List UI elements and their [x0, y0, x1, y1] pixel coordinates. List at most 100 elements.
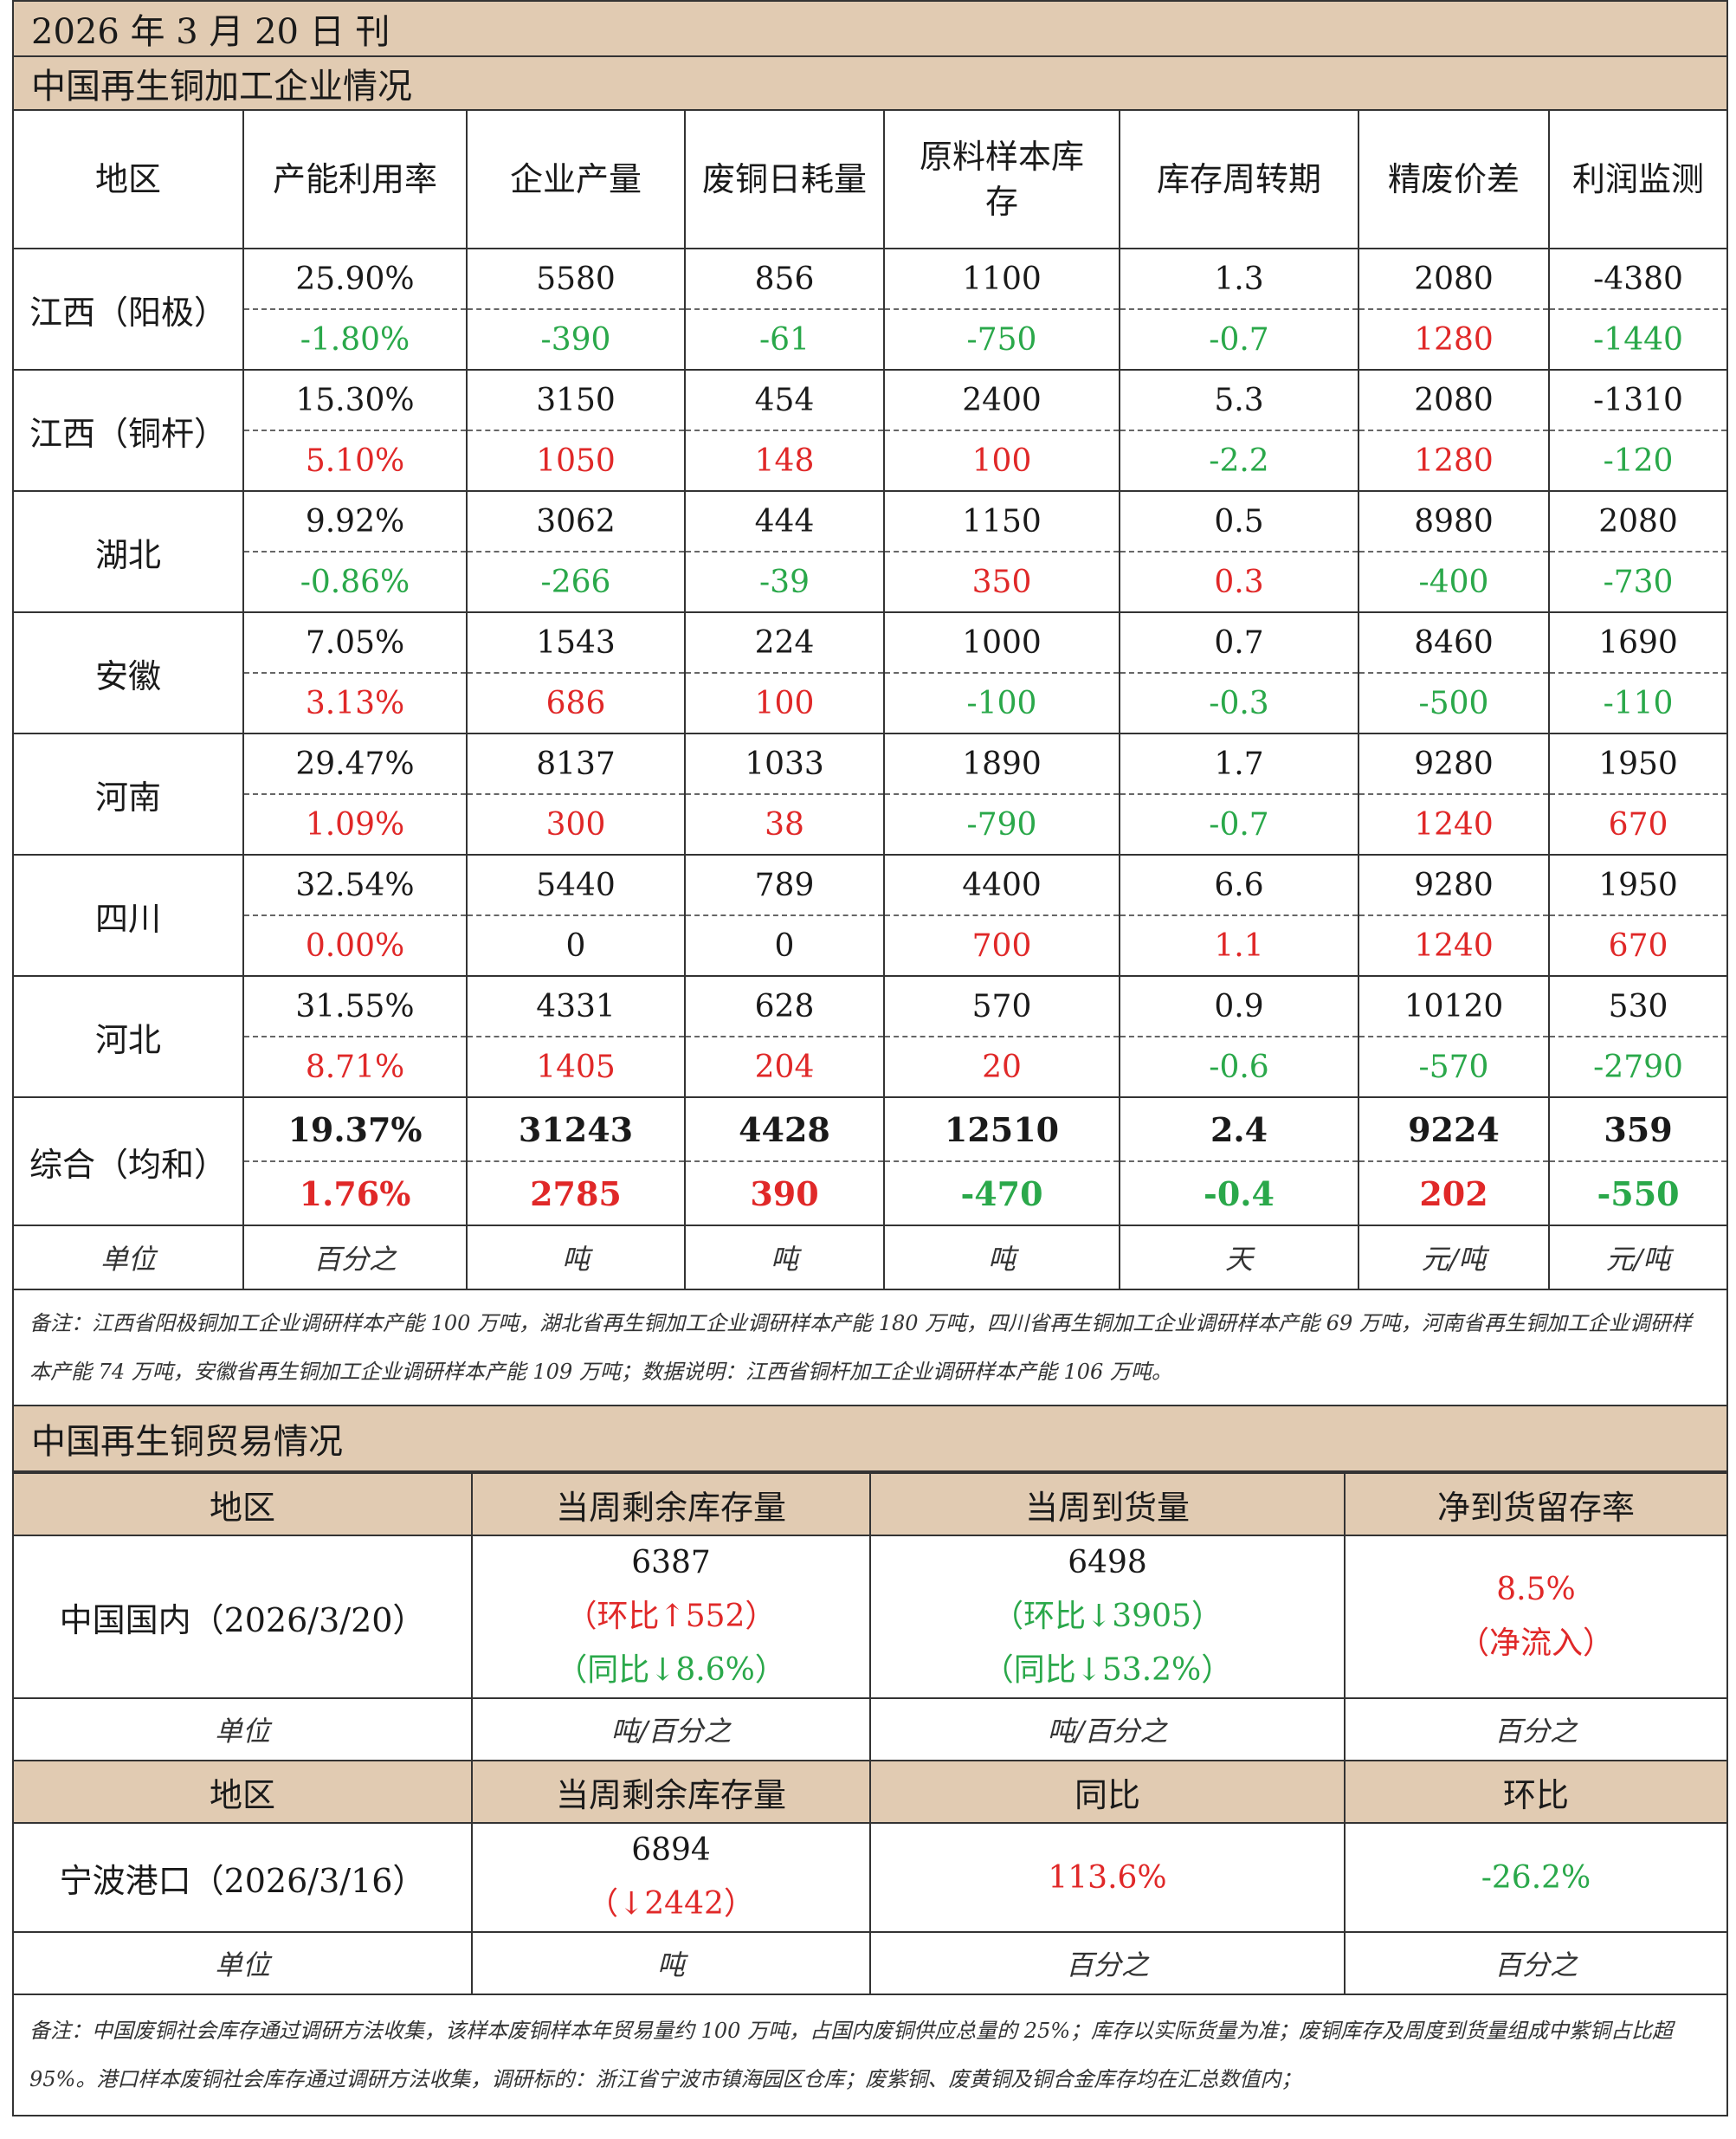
port-units-row: 单位 吨 百分之 百分之: [12, 1931, 1728, 1995]
table-header-row: 地区 产能利用率 企业产量 废铜日耗量 原料样本库存 库存周转期 精废价差 利润…: [12, 109, 1729, 249]
change-value: -39: [684, 551, 885, 613]
current-value: 4331: [466, 975, 686, 1037]
current-value: 10120: [1358, 975, 1550, 1037]
change-value: 38: [684, 793, 885, 856]
port-col-header: 环比: [1344, 1760, 1728, 1824]
change-value: 20: [883, 1036, 1120, 1098]
change-value: -0.7: [1119, 793, 1359, 856]
domestic-arrival-mom: （环比↓3905）: [992, 1599, 1223, 1634]
current-value: 3062: [466, 490, 686, 553]
trade-col-header: 地区: [12, 1472, 473, 1536]
current-value: 15.30%: [242, 369, 468, 431]
col-header: 原料样本库存: [883, 109, 1120, 249]
change-value: -1440: [1547, 308, 1729, 371]
current-value: 2400: [883, 369, 1120, 431]
current-value: 1690: [1547, 611, 1729, 674]
region-name: 江西（阳极）: [12, 248, 244, 371]
table-row: 安徽 7.05% 1543 224 1000 0.7 8460 1690: [12, 611, 1729, 734]
current-value: 5440: [466, 854, 686, 916]
current-value: 1150: [883, 490, 1120, 553]
change-value: 1405: [466, 1036, 686, 1098]
current-value: 1890: [883, 733, 1120, 795]
current-value: 9.92%: [242, 490, 468, 553]
current-value: 7.05%: [242, 611, 468, 674]
processing-table: 2026 年 3 月 20 日 刊 中国再生铜加工企业情况 地区 产能利用率 企…: [11, 0, 1729, 1472]
change-value: -750: [883, 308, 1120, 371]
change-value: 350: [883, 551, 1120, 613]
domestic-arrival-yoy: （同比↓53.2%）: [982, 1652, 1233, 1688]
port-row: 宁波港口（2026/3/16） 6894 （↓2442） 113.6% -26.…: [12, 1822, 1728, 1933]
current-value: 12510: [883, 1096, 1120, 1162]
current-value: 3150: [466, 369, 686, 431]
change-value: 1280: [1358, 308, 1550, 371]
table-row: 江西（阳极） 25.90% 5580 856 1100 1.3 2080 -4380: [12, 248, 1729, 371]
table-row-change: 1.76% 2785 390 -470 -0.4 202 -550: [13, 1160, 1729, 1226]
trade-col-header: 净到货留存率: [1344, 1472, 1728, 1536]
unit-cell: 百分之: [869, 1931, 1346, 1995]
current-value: 1543: [466, 611, 686, 674]
change-value: 5.10%: [242, 430, 468, 492]
report-frame: 2026 年 3 月 20 日 刊 中国再生铜加工企业情况 地区 产能利用率 企…: [11, 0, 1729, 2139]
port-region: 宁波港口（2026/3/16）: [12, 1822, 473, 1933]
port-mom: -26.2%: [1344, 1822, 1728, 1933]
current-value: 9280: [1358, 854, 1550, 916]
current-value: 570: [883, 975, 1120, 1037]
current-value: 2080: [1358, 369, 1550, 431]
unit-cell: 百分之: [1344, 1697, 1728, 1761]
change-value: 1240: [1358, 914, 1550, 977]
unit-cell: 元/吨: [1547, 1225, 1729, 1290]
current-value: 6.6: [1119, 854, 1359, 916]
summary-region: 综合（均和）: [12, 1096, 244, 1226]
change-value: 204: [684, 1036, 885, 1098]
current-value: 29.47%: [242, 733, 468, 795]
change-value: -550: [1547, 1160, 1729, 1226]
domestic-rate-note: （净流入）: [1457, 1625, 1614, 1661]
change-value: 0: [684, 914, 885, 977]
table-row-change: 1.09% 300 38 -790 -0.7 1240 670: [13, 793, 1729, 856]
current-value: 1950: [1547, 733, 1729, 795]
current-value: 444: [684, 490, 885, 553]
current-value: 8460: [1358, 611, 1550, 674]
current-value: 9280: [1358, 733, 1550, 795]
port-col-header: 当周剩余库存量: [471, 1760, 871, 1824]
unit-cell: 吨: [471, 1931, 871, 1995]
change-value: -400: [1358, 551, 1550, 613]
current-value: 31.55%: [242, 975, 468, 1037]
change-value: 300: [466, 793, 686, 856]
current-value: 0.7: [1119, 611, 1359, 674]
port-col-header: 同比: [869, 1760, 1346, 1824]
units-row: 单位 百分之 吨 吨 吨 天 元/吨 元/吨: [12, 1225, 1729, 1290]
unit-cell: 吨/百分之: [869, 1697, 1346, 1761]
section1-title: 中国再生铜加工企业情况: [11, 55, 1729, 111]
change-value: -470: [883, 1160, 1120, 1226]
change-value: -390: [466, 308, 686, 371]
trade-units-row: 单位 吨/百分之 吨/百分之 百分之: [12, 1697, 1728, 1761]
trade-col-header: 当周剩余库存量: [471, 1472, 871, 1536]
change-value: -100: [883, 672, 1120, 734]
current-value: 454: [684, 369, 885, 431]
change-value: 0.3: [1119, 551, 1359, 613]
change-value: 670: [1547, 914, 1729, 977]
port-header-row: 地区 当周剩余库存量 同比 环比: [12, 1760, 1728, 1824]
unit-cell: 百分之: [242, 1225, 468, 1290]
port-stock-change: （↓2442）: [587, 1886, 755, 1922]
port-yoy: 113.6%: [869, 1822, 1346, 1933]
port-stock-cell: 6894 （↓2442）: [471, 1822, 871, 1933]
report-date: 2026 年 3 月 20 日 刊: [11, 0, 1729, 57]
change-value: 2785: [466, 1160, 686, 1226]
table-row: 河南 29.47% 8137 1033 1890 1.7 9280 1950: [12, 733, 1729, 856]
current-value: 5580: [466, 248, 686, 310]
unit-cell: 元/吨: [1358, 1225, 1550, 1290]
domestic-rate: 8.5%: [1496, 1572, 1576, 1607]
current-value: 856: [684, 248, 885, 310]
current-value: 2.4: [1119, 1096, 1359, 1162]
current-value: 1950: [1547, 854, 1729, 916]
current-value: 1000: [883, 611, 1120, 674]
change-value: 390: [684, 1160, 885, 1226]
unit-cell: 天: [1119, 1225, 1359, 1290]
table-row-change: -0.86% -266 -39 350 0.3 -400 -730: [13, 551, 1729, 613]
change-value: 3.13%: [242, 672, 468, 734]
table-row: 湖北 9.92% 3062 444 1150 0.5 8980 2080: [12, 490, 1729, 613]
change-value: -110: [1547, 672, 1729, 734]
current-value: 19.37%: [242, 1096, 468, 1162]
